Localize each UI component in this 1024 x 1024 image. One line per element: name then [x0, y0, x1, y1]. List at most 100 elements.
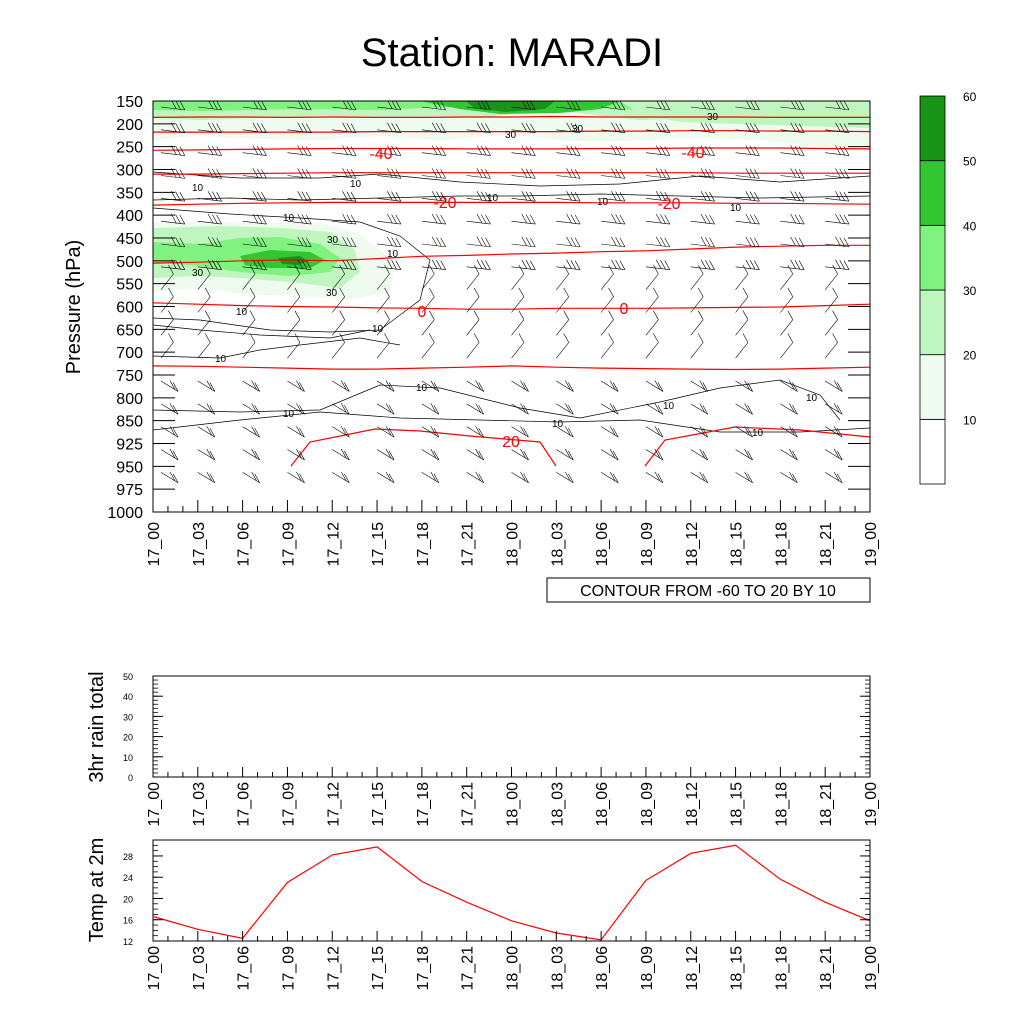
wind-barb [780, 287, 794, 313]
barb-flag [297, 145, 303, 155]
wind-barb [332, 168, 357, 179]
wind-barb [645, 471, 664, 484]
barb-flag [306, 260, 312, 270]
wind-barb [376, 310, 390, 336]
barb-staff [556, 129, 581, 134]
wind-barb [421, 471, 440, 484]
barb-staff [332, 175, 357, 179]
barb-flag [709, 260, 715, 270]
barb-staff [242, 472, 260, 484]
wind-barb [600, 264, 614, 290]
barb-flag [574, 101, 581, 111]
barb-flag [252, 145, 259, 155]
barb-flag [297, 236, 303, 246]
barb-staff [197, 380, 216, 392]
wind-barb [287, 380, 305, 392]
barb-flag [485, 123, 491, 133]
barb-staff [735, 198, 760, 202]
barb-flag [387, 191, 393, 201]
wind-barb [332, 310, 345, 336]
barb-flag [664, 146, 671, 156]
barb-flag [657, 427, 664, 438]
shade-upper-30b [620, 101, 870, 128]
barb-flag [611, 168, 617, 178]
colorbar-swatch [919, 160, 946, 226]
barb-flag [385, 426, 392, 436]
barb-flag [836, 405, 843, 415]
pressure-tick-label: 800 [116, 391, 143, 408]
barb-staff [511, 426, 529, 438]
barb-flag [655, 145, 662, 155]
wind-barb [735, 448, 753, 461]
barb-flag [209, 382, 216, 392]
wind-barb [421, 213, 446, 225]
barb-staff [824, 273, 838, 290]
barb-staff [780, 472, 798, 484]
barb-flag [384, 287, 390, 297]
barb-flag [306, 123, 312, 133]
barb-flag [792, 382, 798, 392]
barb-flag [480, 145, 487, 156]
wind-barb [556, 213, 581, 225]
barb-flag [478, 450, 485, 461]
wind-barb [466, 259, 491, 271]
barb-staff [160, 472, 179, 484]
barb-staff [690, 380, 708, 392]
barb-flag [789, 380, 795, 390]
barb-flag [436, 145, 442, 156]
barb-flag [525, 191, 532, 201]
barb-staff [690, 243, 715, 248]
barb-flag [485, 101, 491, 111]
wind-barb [197, 403, 216, 415]
wind-barb [601, 168, 626, 179]
barb-staff [332, 380, 350, 392]
barb-flag [175, 214, 181, 224]
barb-flag [754, 237, 760, 248]
colorbar-swatch [919, 289, 946, 356]
barb-staff [466, 152, 491, 156]
barb-flag [296, 426, 302, 436]
barb-flag [563, 287, 570, 297]
wind-barb [511, 191, 536, 202]
barb-flag [889, 169, 894, 178]
barb-flag [709, 123, 715, 133]
barb-staff [466, 319, 480, 336]
barb-flag [207, 168, 214, 178]
pressure-axis-label: Pressure (hPa) [63, 240, 85, 375]
barb-staff [825, 266, 850, 271]
time-tick-label: 18_09 [639, 782, 656, 827]
barb-staff [556, 403, 574, 415]
barb-flag [790, 259, 796, 269]
barb-flag [206, 448, 213, 459]
barb-staff [197, 449, 216, 461]
barb-staff [376, 319, 390, 336]
barb-flag [339, 264, 345, 275]
barb-flag [395, 214, 402, 225]
barb-flag [256, 260, 263, 270]
barb-staff [780, 273, 794, 290]
barb-flag [700, 259, 707, 269]
barb-flag [254, 473, 260, 483]
barb-flag [436, 260, 442, 270]
barb-flag [742, 264, 749, 275]
barb-flag [700, 236, 707, 246]
barb-staff [511, 319, 525, 336]
barb-flag [520, 426, 526, 436]
barb-staff [466, 342, 480, 359]
time-tick-label: 17_06 [236, 522, 253, 567]
barb-flag [880, 146, 885, 155]
wind-barb [556, 145, 581, 156]
barb-flag [296, 448, 302, 459]
barb-flag [252, 213, 259, 224]
barb-flag [709, 214, 715, 225]
barb-staff [466, 106, 491, 111]
barb-flag [754, 192, 760, 202]
barb-staff [160, 129, 185, 134]
barb-flag [473, 310, 480, 320]
barb-flag [566, 145, 572, 155]
barb-staff [825, 220, 850, 225]
barb-flag [344, 450, 350, 461]
barb-staff [376, 342, 390, 359]
barb-staff [780, 106, 805, 111]
barb-flag [216, 101, 222, 111]
